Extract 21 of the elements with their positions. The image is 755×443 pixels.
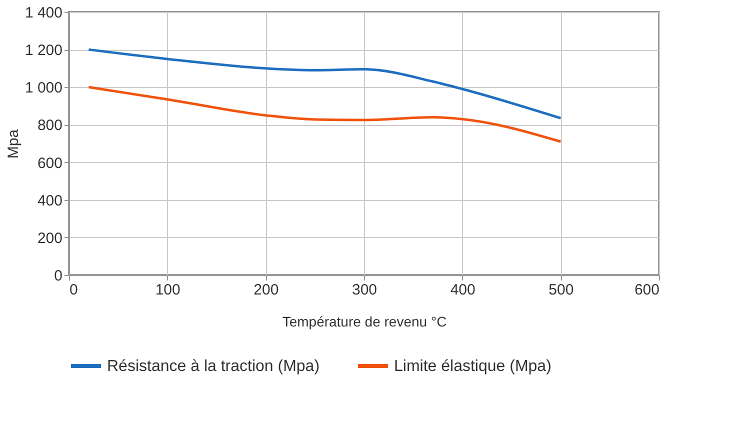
- x-tick-label: 100: [155, 282, 180, 298]
- line-series: [87, 86, 562, 143]
- x-tick-label: 400: [450, 282, 476, 298]
- y-tick-label: 1 000: [24, 80, 62, 97]
- y-tick-label: 1 200: [24, 42, 62, 60]
- y-tick-label: 200: [37, 230, 62, 247]
- legend-label: Résistance à la traction (Mpa): [107, 358, 320, 375]
- y-axis-title: Mpa: [4, 128, 22, 159]
- y-tick-label: 800: [37, 117, 62, 134]
- x-tick-label: 600: [634, 282, 660, 298]
- y-tick-label: 0: [54, 268, 62, 284]
- legend-label: Limite élastique (Mpa): [394, 358, 552, 375]
- x-axis-title: Température de revenu °C: [282, 314, 447, 330]
- y-tick-label: 1 400: [24, 4, 62, 22]
- x-tick-label: 300: [352, 282, 378, 298]
- y-tick-label: 600: [37, 154, 62, 172]
- x-tick-label: 500: [548, 282, 574, 298]
- line-series: [87, 48, 562, 120]
- y-tick-label: 400: [37, 192, 62, 210]
- x-tick-label: 0: [70, 282, 78, 298]
- x-tick-label: 200: [254, 282, 279, 298]
